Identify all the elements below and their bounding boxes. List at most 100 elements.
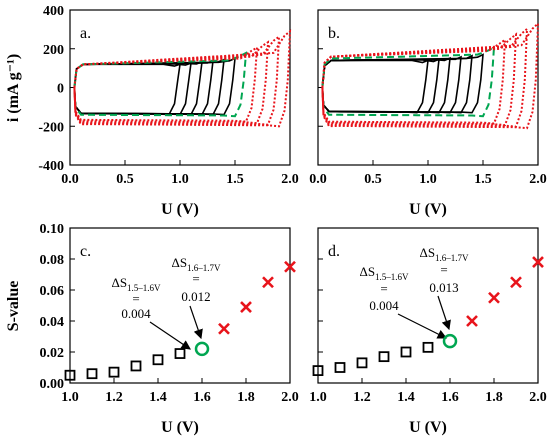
- panel-c-y-tick-label-3: 0.06: [40, 284, 65, 299]
- panel-d-point-square-2: [356, 357, 368, 369]
- panel-b-cv-loop-solid-2: [321, 56, 451, 114]
- panel-d-point-x-2: [510, 276, 522, 289]
- panel-a-cv-loop-solid-0: [73, 63, 181, 116]
- panel-c-frame: [69, 227, 291, 384]
- panel-d-x-tick-label-5: 2.0: [529, 390, 547, 405]
- panel-a-x-axis-title: U (V): [161, 201, 199, 218]
- panel-c-x-tick-label-2: 1.4: [149, 390, 167, 405]
- panel-d-point-x-0: [466, 315, 478, 327]
- panel-c-label: c.: [80, 243, 91, 260]
- panel-b-cv-loop-dashed-0: [321, 45, 496, 118]
- panel-d-point-square-3: [378, 351, 390, 363]
- panel-b-x-tick-label-2: 1.0: [419, 172, 437, 187]
- svg-text:ΔS1.6–1.7V: ΔS1.6–1.7V: [171, 255, 221, 273]
- panel-a-cv-loop-dotted-2: [73, 34, 281, 126]
- panel-c-arrow-1: [149, 321, 191, 350]
- panel-c-y-tick-label-1: 0.02: [40, 346, 65, 361]
- svg-text:=: =: [192, 271, 199, 286]
- panel-d-label: d.: [328, 243, 340, 260]
- panel-d-x-tick-label-3: 1.6: [441, 390, 459, 405]
- panel-a-x-tick-label-0: 0.0: [61, 172, 79, 187]
- panel-d-point-square-0: [312, 365, 324, 377]
- panel-c-x-tick-label-0: 1.0: [61, 390, 79, 405]
- panel-d-point-square-4: [400, 346, 412, 358]
- panel-c-x-tick-label-5: 2.0: [281, 390, 299, 405]
- panel-a-x-tick-label-4: 2.0: [281, 172, 299, 187]
- panel-a-y-tick-label-0: -400: [38, 159, 64, 174]
- panel-b-cv-loop-dotted-3: [321, 21, 540, 130]
- svg-text:=: =: [380, 281, 387, 296]
- panel-c-y-tick-label-5: 0.10: [40, 222, 65, 237]
- panel-c-annotation-2: ΔS1.6–1.7V = 0.012: [171, 255, 221, 304]
- panel-a-frame: [69, 9, 291, 166]
- panel-b-x-tick-label-0: 0.0: [309, 172, 327, 187]
- panel-d-point-square-5: [422, 341, 434, 353]
- panel-c-point-square-2: [108, 366, 120, 378]
- panel-c-x-tick-label-3: 1.6: [193, 390, 211, 405]
- panel-a-x-tick-label-3: 1.5: [226, 172, 244, 187]
- panel-a-cv-loop-solid-3: [73, 59, 214, 116]
- svg-text:ΔS1.5–1.6V: ΔS1.5–1.6V: [359, 264, 409, 282]
- panel-b-x-tick-label-3: 1.5: [474, 172, 492, 187]
- panel-a-y-tick-label-3: 200: [43, 43, 64, 58]
- panel-d-x-tick-label-4: 1.8: [485, 390, 503, 405]
- panel-b-x-tick-label-1: 0.5: [364, 172, 382, 187]
- panel-c-point-square-0: [64, 369, 76, 381]
- panel-a-cv-loop-solid-5: [73, 57, 236, 116]
- panel-c-arrow-2: [189, 305, 203, 340]
- panel-b-frame: [317, 9, 539, 166]
- panel-d-annotation-1: ΔS1.5–1.6V = 0.004: [359, 264, 409, 313]
- panel-a-y-tick-label-1: -200: [38, 120, 64, 135]
- panel-c-y-tick-label-2: 0.04: [40, 315, 65, 330]
- panel-c-point-x-3: [284, 260, 296, 273]
- panel-b-x-axis-title: U (V): [409, 201, 447, 218]
- panel-a-y-tick-label-4: 400: [43, 4, 64, 19]
- panel-c-point-square-5: [174, 348, 186, 359]
- panel-d-x-tick-label-0: 1.0: [309, 390, 327, 405]
- svg-text:=: =: [132, 291, 139, 306]
- svg-text:0.004: 0.004: [369, 298, 399, 313]
- panel-a-x-tick-label-2: 1.0: [171, 172, 189, 187]
- panel-a-x-tick-label-1: 0.5: [116, 172, 134, 187]
- panel-d-point-x-1: [488, 291, 500, 304]
- panel-d-x-tick-label-2: 1.4: [397, 390, 415, 405]
- panel-c-point-circle-0: [194, 341, 210, 357]
- svg-text:ΔS1.5–1.6V: ΔS1.5–1.6V: [111, 275, 161, 293]
- panel-d-frame: [317, 227, 539, 384]
- panel-c-point-x-1: [240, 301, 252, 313]
- panel-c-y-tick-label-0: 0.00: [40, 377, 65, 392]
- svg-text:ΔS1.6–1.7V: ΔS1.6–1.7V: [419, 245, 469, 263]
- panel-c-annotation-1: ΔS1.5–1.6V = 0.004: [111, 275, 161, 321]
- panel-a-label: a.: [80, 25, 91, 42]
- panel-c-x-tick-label-1: 1.2: [105, 390, 123, 405]
- panel-d-annotation-2: ΔS1.6–1.7V = 0.013: [419, 245, 469, 295]
- panel-b-label: b.: [328, 25, 340, 42]
- panel-d-arrow-1: [397, 313, 448, 339]
- panel-d-x-tick-label-1: 1.2: [353, 390, 371, 405]
- panel-d-point-circle-0: [442, 333, 458, 349]
- panel-a-y-tick-label-2: 0: [57, 82, 64, 97]
- panel-a-cv-loop-solid-2: [73, 60, 203, 116]
- panel-d-arrow-2: [437, 295, 451, 331]
- panel-a-y-axis-title: i (mA g⁻¹): [5, 54, 22, 122]
- panel-c-x-tick-label-4: 1.8: [237, 390, 255, 405]
- panel-c-y-tick-label-4: 0.08: [40, 253, 65, 268]
- panel-b-cv-loop-solid-0: [321, 59, 429, 114]
- panel-c-point-square-3: [130, 360, 142, 372]
- panel-c-point-x-0: [218, 322, 230, 335]
- panel-c-point-square-4: [152, 354, 164, 366]
- panel-b-cv-loop-solid-5: [321, 53, 484, 114]
- panel-a-cv-loop-dotted-3: [73, 29, 292, 128]
- panel-c-x-axis-title: U (V): [161, 419, 199, 436]
- panel-d-x-axis-title: U (V): [409, 419, 447, 436]
- svg-text:0.013: 0.013: [429, 280, 458, 295]
- svg-text:=: =: [440, 262, 447, 277]
- svg-text:0.012: 0.012: [181, 289, 210, 304]
- panel-b-cv-loop-solid-3: [321, 55, 462, 114]
- panel-c-point-square-1: [86, 368, 98, 380]
- panel-c-y-axis-title: S-value: [5, 281, 22, 332]
- panel-a-cv-loop-dashed-0: [73, 51, 248, 118]
- panel-c-point-x-2: [262, 276, 274, 289]
- panel-d-point-square-1: [334, 362, 346, 373]
